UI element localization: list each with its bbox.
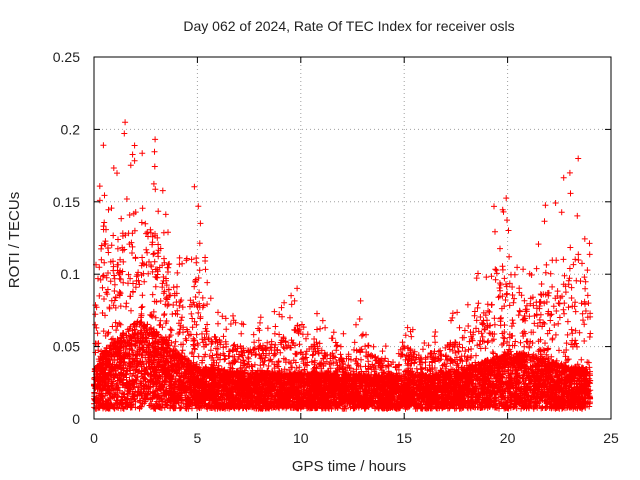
y-tick-label: 0.1 (61, 266, 81, 282)
scatter-points (91, 119, 594, 412)
y-tick-label: 0.2 (61, 121, 81, 137)
roti-point-markers (91, 119, 594, 412)
chart-title: Day 062 of 2024, Rate Of TEC Index for r… (183, 18, 514, 34)
x-tick-label: 15 (396, 430, 412, 446)
x-axis-label: GPS time / hours (292, 458, 406, 475)
axis-ticks: 0 5 10 15 20 25 0 0.05 0.1 0.15 0.2 0.25 (53, 49, 619, 446)
y-axis-label: ROTI / TECUs (6, 192, 23, 288)
y-tick-label: 0.05 (53, 339, 80, 355)
y-tick-label: 0.15 (53, 194, 80, 210)
y-tick-label: 0.25 (53, 49, 80, 65)
y-tick-label: 0 (72, 411, 80, 427)
x-tick-label: 5 (194, 430, 202, 446)
grid-layer (94, 57, 611, 419)
x-tick-label: 25 (603, 430, 619, 446)
x-tick-label: 0 (90, 430, 98, 446)
x-tick-label: 20 (500, 430, 516, 446)
plot-frame (93, 56, 612, 420)
x-tick-label: 10 (293, 430, 309, 446)
